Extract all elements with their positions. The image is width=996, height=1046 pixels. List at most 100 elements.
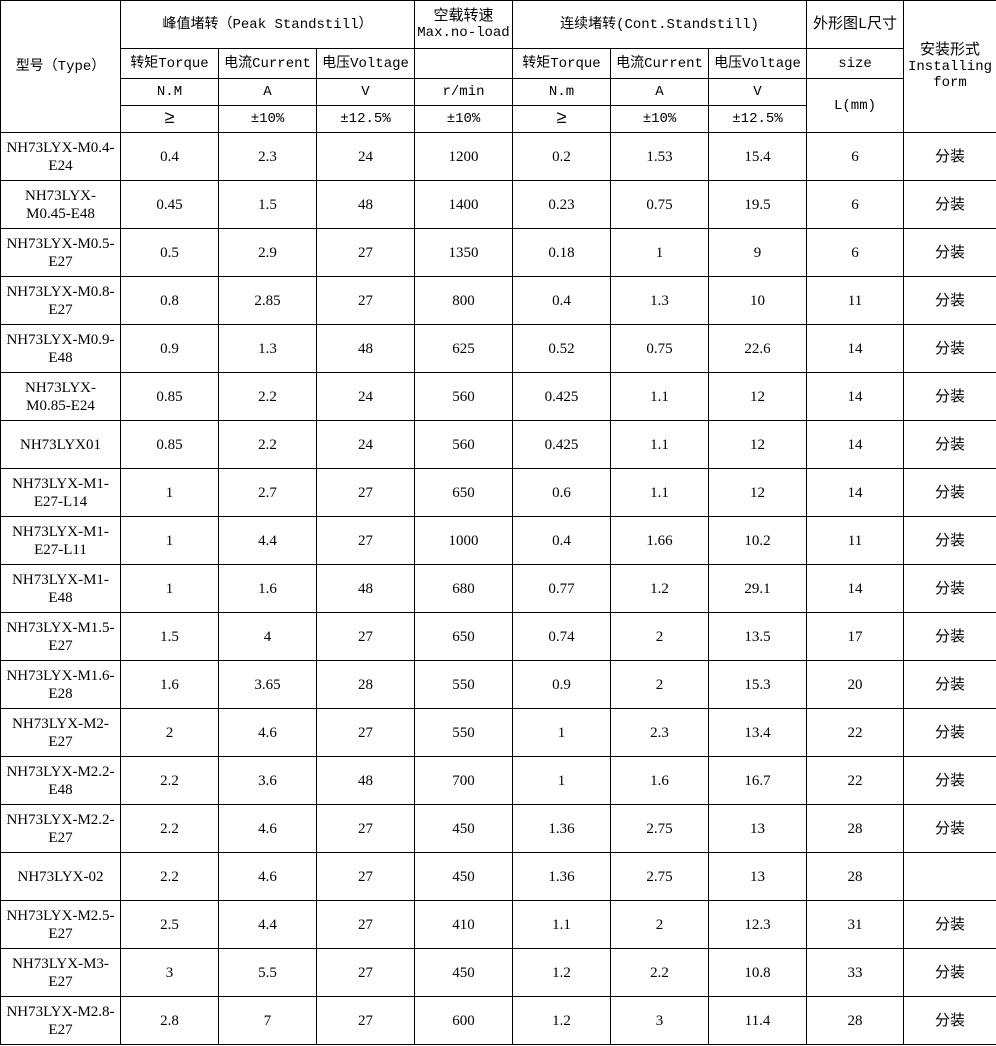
header-no-load-en: Max.no-load: [417, 24, 510, 41]
cell-peak-torque: 2: [120, 708, 219, 757]
cell-peak-current: 2.3: [218, 132, 317, 181]
unit-peak-voltage: V: [316, 78, 415, 106]
cell-cont-current: 1.2: [610, 564, 709, 613]
cell-peak-current: 2.2: [218, 372, 317, 421]
cell-size-l: 22: [806, 708, 904, 757]
cell-peak-voltage: 24: [316, 372, 415, 421]
cell-peak-current: 1.3: [218, 324, 317, 373]
cell-size-l: 31: [806, 900, 904, 949]
cell-install-form: 分装: [903, 420, 996, 469]
table-row: NH73LYX-M1.6-E28 1.6 3.65 28 550 0.9 2 15.3 20 分装: [0, 660, 996, 709]
cell-cont-current: 2: [610, 660, 709, 709]
cell-no-load-speed: 550: [414, 660, 513, 709]
cell-peak-torque: 1: [120, 516, 219, 565]
cell-model: NH73LYX-M0.85-E24: [0, 372, 121, 421]
cell-model: NH73LYX-M0.5-E27: [0, 228, 121, 277]
unit-peak-torque: N.M: [120, 78, 219, 106]
cell-no-load-speed: 800: [414, 276, 513, 325]
cell-model: NH73LYX-M2.2-E48: [0, 756, 121, 805]
cell-install-form: 分装: [903, 996, 996, 1045]
cell-size-l: 11: [806, 276, 904, 325]
header-peak-voltage: 电压Voltage: [316, 48, 415, 79]
cell-model: NH73LYX-M0.8-E27: [0, 276, 121, 325]
cell-size-l: 14: [806, 372, 904, 421]
cell-peak-current: 2.7: [218, 468, 317, 517]
cell-peak-voltage: 48: [316, 564, 415, 613]
cell-model: NH73LYX-M1-E48: [0, 564, 121, 613]
cell-cont-torque: 1.2: [512, 948, 611, 997]
cell-cont-voltage: 12: [708, 420, 807, 469]
cell-cont-current: 2: [610, 900, 709, 949]
cell-cont-torque: 1.36: [512, 852, 611, 901]
cell-cont-current: 0.75: [610, 324, 709, 373]
cell-peak-torque: 1: [120, 564, 219, 613]
cell-install-form: 分装: [903, 324, 996, 373]
cell-no-load-speed: 1000: [414, 516, 513, 565]
header-size: size: [806, 48, 904, 79]
cell-peak-current: 2.2: [218, 420, 317, 469]
cell-cont-voltage: 13: [708, 852, 807, 901]
table-row: NH73LYX-M0.4-E24 0.4 2.3 24 1200 0.2 1.53 15.4 6…: [0, 132, 996, 181]
cell-cont-torque: 0.9: [512, 660, 611, 709]
cell-cont-torque: 1.1: [512, 900, 611, 949]
cell-peak-torque: 0.4: [120, 132, 219, 181]
cell-size-l: 28: [806, 804, 904, 853]
cell-install-form: 分装: [903, 708, 996, 757]
cell-model: NH73LYX-M3-E27: [0, 948, 121, 997]
cell-cont-voltage: 9: [708, 228, 807, 277]
cell-peak-torque: 0.45: [120, 180, 219, 229]
header-peak-current: 电流Current: [218, 48, 317, 79]
cell-no-load-speed: 410: [414, 900, 513, 949]
cell-peak-torque: 2.8: [120, 996, 219, 1045]
cell-peak-current: 4.6: [218, 852, 317, 901]
cell-size-l: 6: [806, 228, 904, 277]
cell-cont-voltage: 16.7: [708, 756, 807, 805]
cell-peak-torque: 2.2: [120, 852, 219, 901]
cell-peak-torque: 2.2: [120, 804, 219, 853]
header-size-title: 外形图L尺寸: [806, 0, 904, 49]
table-row: NH73LYX-M0.9-E48 0.9 1.3 48 625 0.52 0.75 22.6 1…: [0, 324, 996, 373]
table-row: NH73LYX-M3-E27 3 5.5 27 450 1.2 2.2 10.8 33 分装: [0, 948, 996, 997]
cell-cont-voltage: 29.1: [708, 564, 807, 613]
cell-cont-voltage: 11.4: [708, 996, 807, 1045]
tol-cont-current: ±10%: [610, 105, 709, 133]
header-cont-current: 电流Current: [610, 48, 709, 79]
cell-install-form: 分装: [903, 756, 996, 805]
table-row: NH73LYX-M0.5-E27 0.5 2.9 27 1350 0.18 1 9 6 分装: [0, 228, 996, 277]
cell-peak-torque: 0.5: [120, 228, 219, 277]
header-installing-form: 安装形式 Installing form: [903, 0, 996, 133]
cell-cont-torque: 0.52: [512, 324, 611, 373]
cell-install-form: 分装: [903, 660, 996, 709]
cell-peak-voltage: 27: [316, 900, 415, 949]
cell-peak-voltage: 24: [316, 420, 415, 469]
table-row: NH73LYX-M1.5-E27 1.5 4 27 650 0.74 2 13.5 17 分装: [0, 612, 996, 661]
cell-peak-torque: 0.85: [120, 372, 219, 421]
cell-model: NH73LYX-M2.8-E27: [0, 996, 121, 1045]
table-row: NH73LYX-M2.5-E27 2.5 4.4 27 410 1.1 2 12.3 31 分装: [0, 900, 996, 949]
cell-model: NH73LYX-M1-E27-L11: [0, 516, 121, 565]
cell-size-l: 22: [806, 756, 904, 805]
cell-cont-torque: 0.74: [512, 612, 611, 661]
cell-cont-torque: 0.77: [512, 564, 611, 613]
cell-peak-voltage: 27: [316, 468, 415, 517]
tol-no-load: ±10%: [414, 105, 513, 133]
cell-cont-current: 2.75: [610, 852, 709, 901]
cell-cont-voltage: 13.4: [708, 708, 807, 757]
cell-cont-torque: 1: [512, 756, 611, 805]
cell-cont-current: 1.53: [610, 132, 709, 181]
cell-size-l: 17: [806, 612, 904, 661]
table-row: NH73LYX-M1-E27-L11 1 4.4 27 1000 0.4 1.66 10.2 1…: [0, 516, 996, 565]
cell-cont-current: 2.75: [610, 804, 709, 853]
cell-cont-torque: 0.18: [512, 228, 611, 277]
header-peak-torque: 转矩Torque: [120, 48, 219, 79]
cell-cont-voltage: 22.6: [708, 324, 807, 373]
cell-cont-voltage: 10.2: [708, 516, 807, 565]
cell-cont-voltage: 15.3: [708, 660, 807, 709]
cell-no-load-speed: 450: [414, 804, 513, 853]
cell-install-form: 分装: [903, 132, 996, 181]
header-no-load-speed: 空载转速 Max.no-load: [414, 0, 513, 49]
cell-install-form: 分装: [903, 276, 996, 325]
cell-no-load-speed: 625: [414, 324, 513, 373]
cell-cont-voltage: 13: [708, 804, 807, 853]
cell-cont-current: 3: [610, 996, 709, 1045]
